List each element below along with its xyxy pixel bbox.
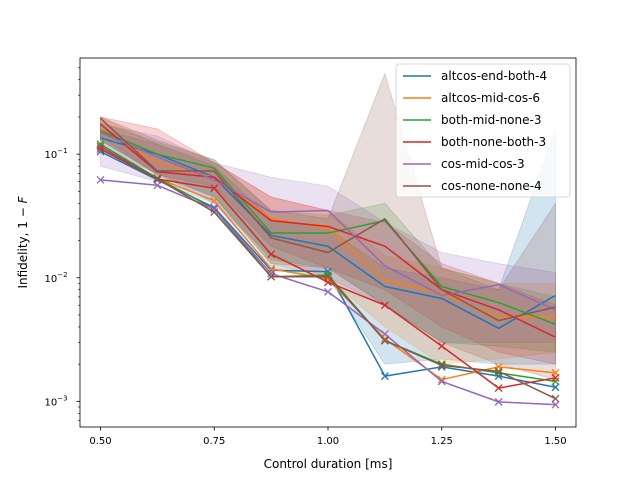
x-marker-series-3-point-8 [551,373,560,382]
legend-label-series-4: cos-mid-cos-3 [441,157,525,171]
x-marker-series-4-point-5 [380,330,389,339]
x-marker-series-4-point-7 [494,397,503,406]
x-marker-series-3-point-2 [210,184,219,193]
x-tick-label: 0.50 [89,436,111,447]
x-tick-label: 1.00 [317,436,339,447]
x-marker-series-0-point-5 [380,372,389,381]
x-marker-series-4-point-8 [551,400,560,409]
mean-line-series-2 [100,129,556,326]
x-marker-series-5-point-2 [210,208,219,217]
x-marker-series-5-point-5 [380,336,389,345]
x-tick-label: 1.25 [431,436,453,447]
legend-label-series-0: altcos-end-both-4 [441,69,547,83]
mean-line-series-4 [100,131,556,311]
x-tick-label: 1.50 [544,436,566,447]
x-tick-label: 0.75 [203,436,225,447]
x-marker-series-0-point-3 [267,266,276,275]
x-marker-series-5-point-7 [494,367,503,376]
x-marker-series-0-point-8 [551,383,560,392]
y-axis: 10−3 10−2 10−1 [44,67,80,421]
x-marker-series-5-point-1 [153,175,162,183]
y-tick-label: 10−2 [44,271,67,285]
legend-box [395,63,571,198]
legend-label-series-2: both-mid-none-3 [441,113,541,127]
x-marker-series-4-point-4 [324,287,332,296]
x-axis: 0.50 0.75 1.00 1.25 1.50 [89,427,567,447]
x-marker-series-2-point-4 [324,271,332,280]
plot-area [96,72,560,409]
x-marker-series-5-point-8 [551,394,560,403]
legend-label-series-3: both-none-both-3 [441,135,546,149]
band-series-3 [100,116,556,365]
mean-line-series-5 [99,117,556,322]
x-marker-series-3-point-0 [96,145,105,154]
mean-line-series-1 [100,128,556,318]
x-marker-series-2-point-8 [551,377,560,386]
mean-line-series-0 [100,137,556,330]
legend-label-series-1: altcos-mid-cos-6 [441,91,540,105]
x-marker-series-4-point-1 [153,181,162,190]
legend-label-series-5: cos-none-none-4 [441,179,542,193]
x-marker-series-5-point-4 [324,272,332,281]
band-series-1 [100,116,556,365]
y-axis-label-text: Infidelity, 1 − [16,203,30,288]
y-tick-label: 10−3 [44,394,67,408]
x-marker-series-3-point-5 [380,301,389,310]
x-marker-series-3-point-6 [437,342,446,351]
x-marker-series-3-point-3 [267,250,276,259]
x-marker-series-4-point-6 [437,377,446,386]
y-axis-label-variable: F [16,195,30,203]
y-axis-label: Infidelity, 1 − F [16,195,30,288]
x-marker-series-5-point-6 [437,361,446,370]
y-tick-label: 10−1 [44,147,67,161]
x-marker-series-5-point-0 [96,142,105,151]
x-marker-series-4-point-0 [96,175,105,184]
x-marker-series-3-point-7 [494,384,503,393]
mean-line-series-3 [99,123,556,338]
x-axis-label: Control duration [ms] [264,457,393,471]
x-marker-series-5-point-3 [267,272,276,281]
x-marker-series-1-point-2 [210,196,219,205]
legend: altcos-end-both-4 altcos-mid-cos-6 both-mi… [395,63,571,198]
